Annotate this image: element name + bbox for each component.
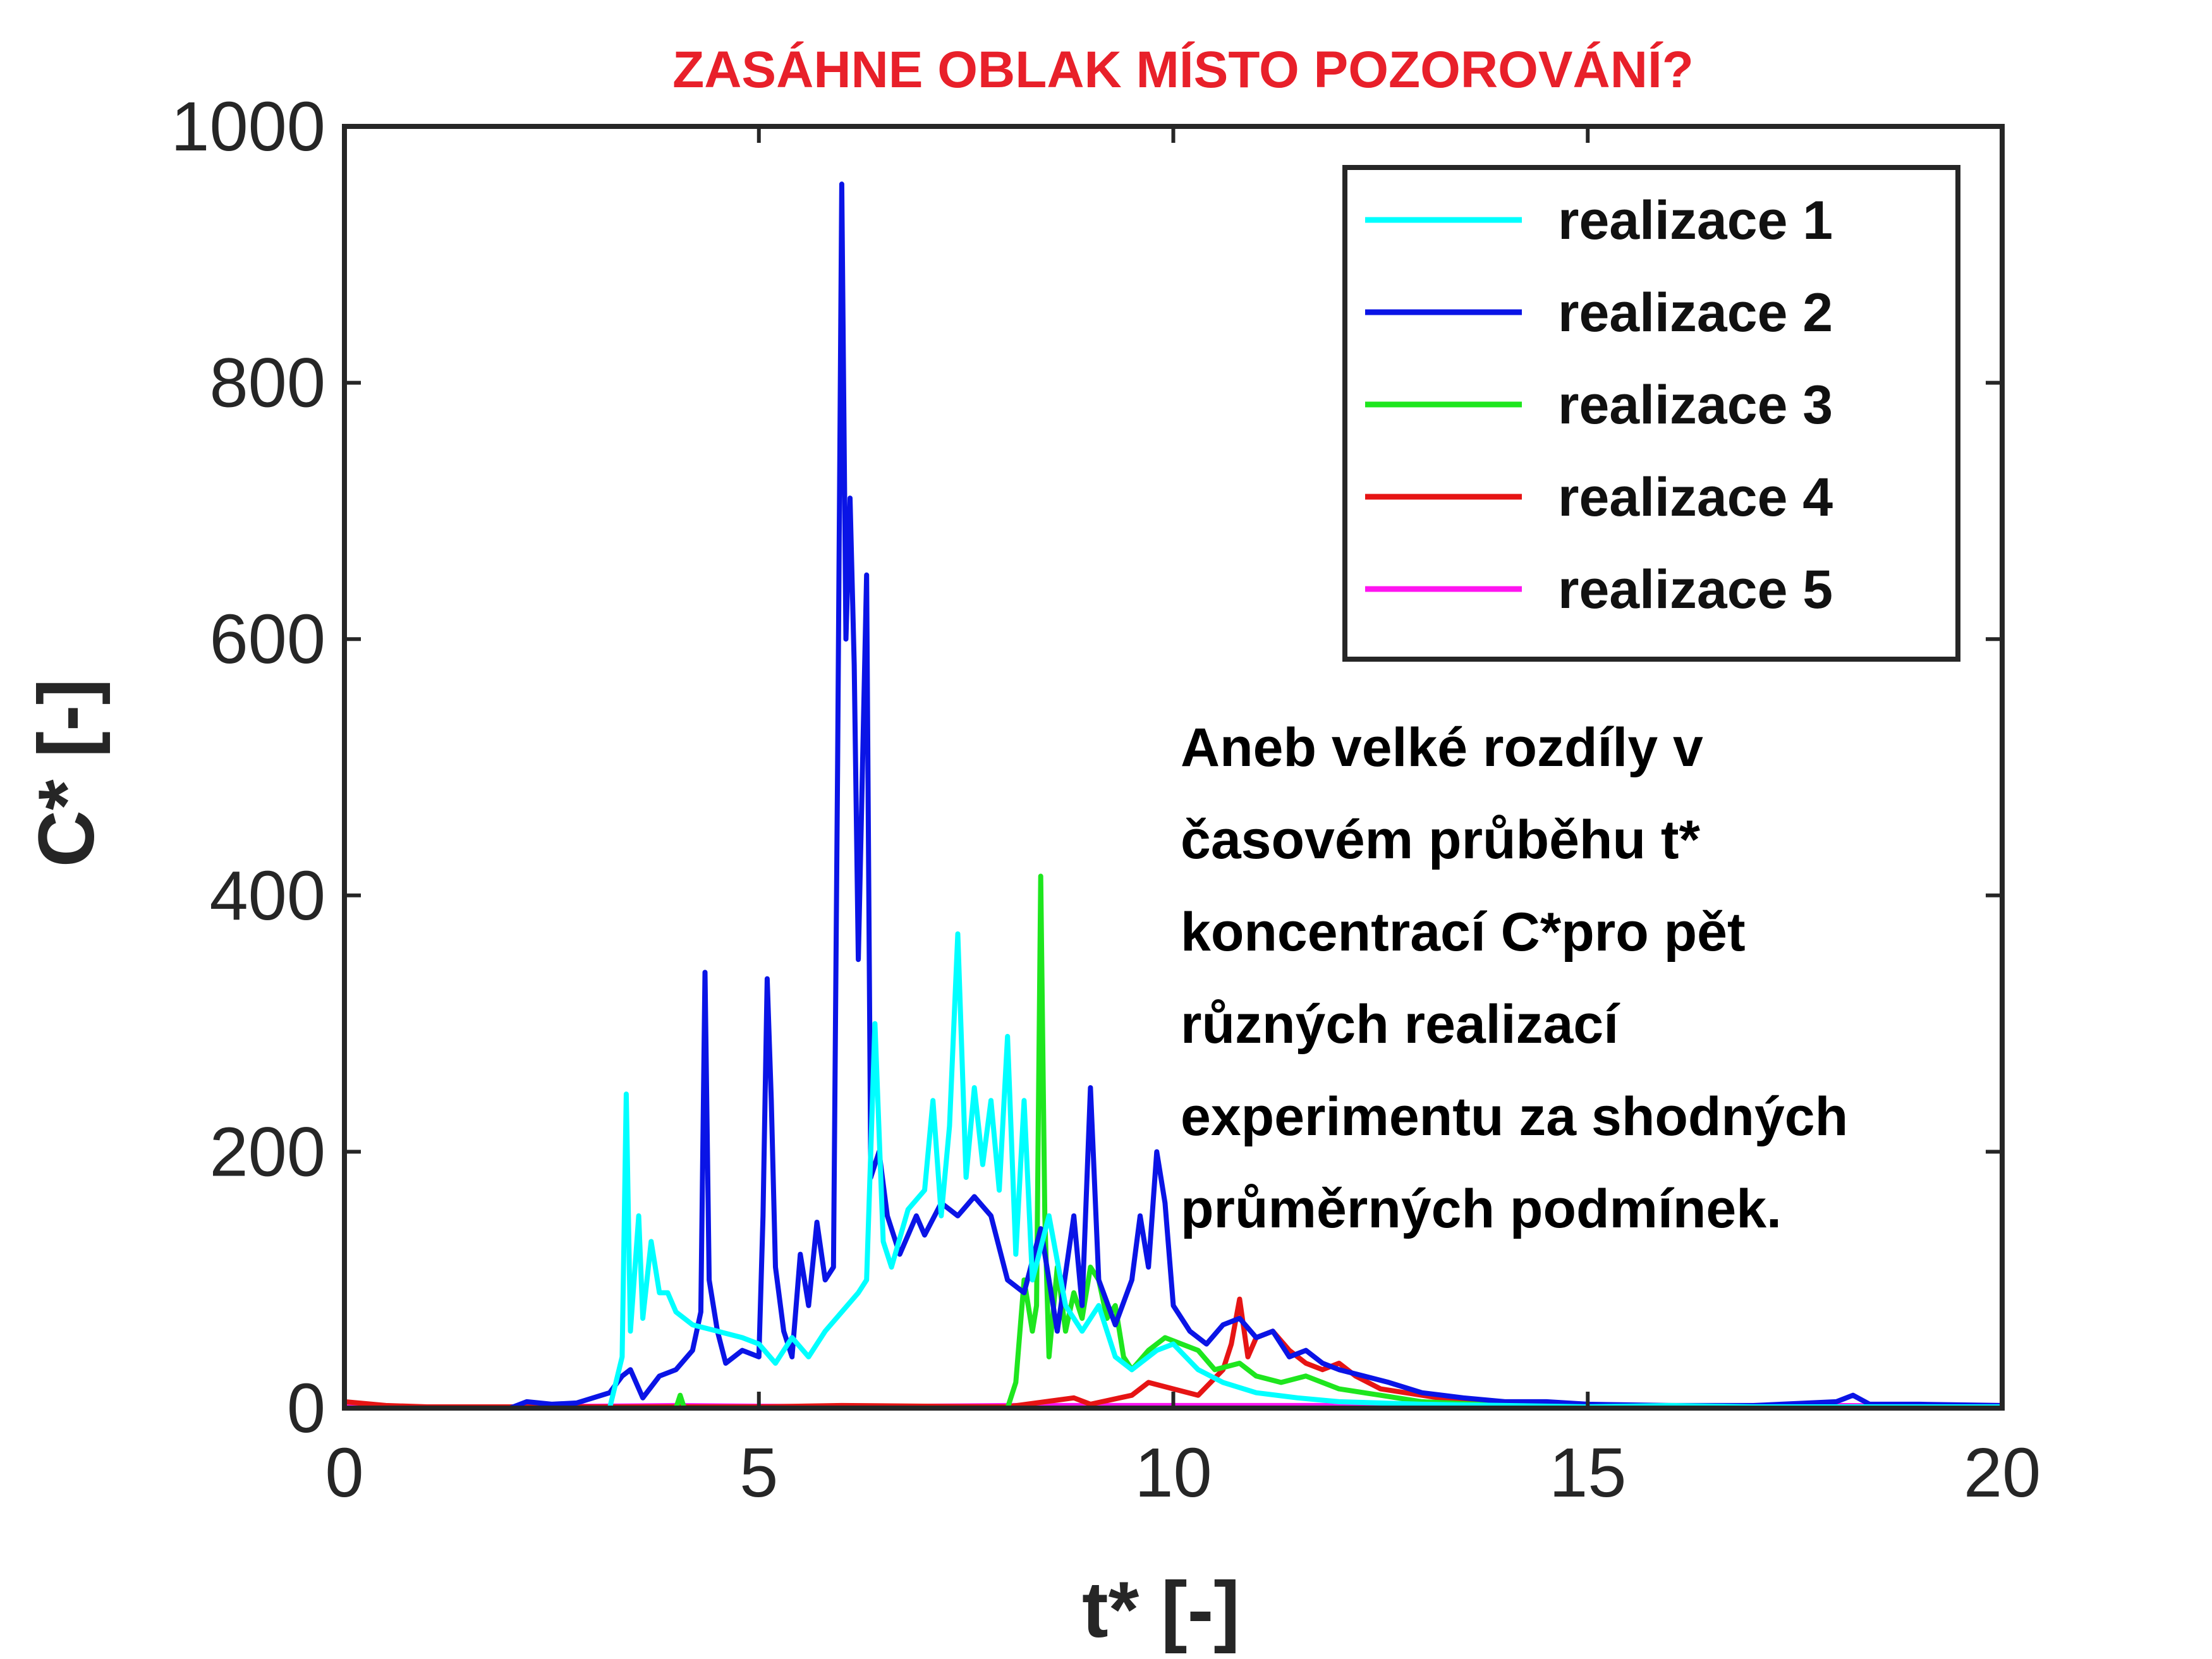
legend-label-1: realizace 1 [1558, 190, 1833, 251]
y-tick-label: 400 [209, 857, 325, 935]
y-tick-label: 0 [287, 1370, 325, 1447]
annotation-line: různých realizací [1181, 994, 1620, 1055]
legend-label-4: realizace 4 [1558, 467, 1833, 528]
y-tick-label: 600 [209, 600, 325, 678]
series-line-1 [344, 931, 2002, 1411]
x-axis-label: t* [-] [1082, 1566, 1240, 1654]
x-tick-label: 5 [739, 1434, 778, 1512]
annotation: Aneb velké rozdíly v časovém průběhu t* ko… [1181, 717, 1848, 1239]
legend: realizace 1 realizace 2 realizace 3 realiza… [1342, 165, 1960, 662]
annotation-line: Aneb velké rozdíly v [1181, 717, 1703, 778]
annotation-line: experimentu za shodných [1181, 1086, 1848, 1147]
legend-label-5: realizace 5 [1558, 559, 1833, 620]
annotation-line: koncentrací C*pro pět [1181, 902, 1746, 963]
legend-label-3: realizace 3 [1558, 375, 1833, 435]
x-tick-label: 10 [1134, 1434, 1212, 1512]
legend-label-2: realizace 2 [1558, 283, 1833, 343]
series-line-4 [344, 1296, 2002, 1409]
x-tick-label: 0 [325, 1434, 363, 1512]
y-tick-label: 800 [209, 344, 325, 422]
annotation-line: časovém průběhu t* [1181, 810, 1701, 870]
x-tick-label: 20 [1964, 1434, 2041, 1512]
y-tick-label: 200 [209, 1113, 325, 1191]
series-line-2 [344, 181, 2003, 1411]
series-line-3 [344, 873, 2002, 1411]
annotation-line: průměrných podmínek. [1181, 1179, 1782, 1239]
chart-title: ZASÁHNE OBLAK MÍSTO POZOROVÁNÍ? [672, 41, 1694, 99]
legend-box [1342, 165, 1960, 662]
y-axis-label: C* [-] [23, 679, 111, 868]
y-tick-label: 1000 [171, 88, 325, 166]
x-tick-label: 15 [1549, 1434, 1626, 1512]
